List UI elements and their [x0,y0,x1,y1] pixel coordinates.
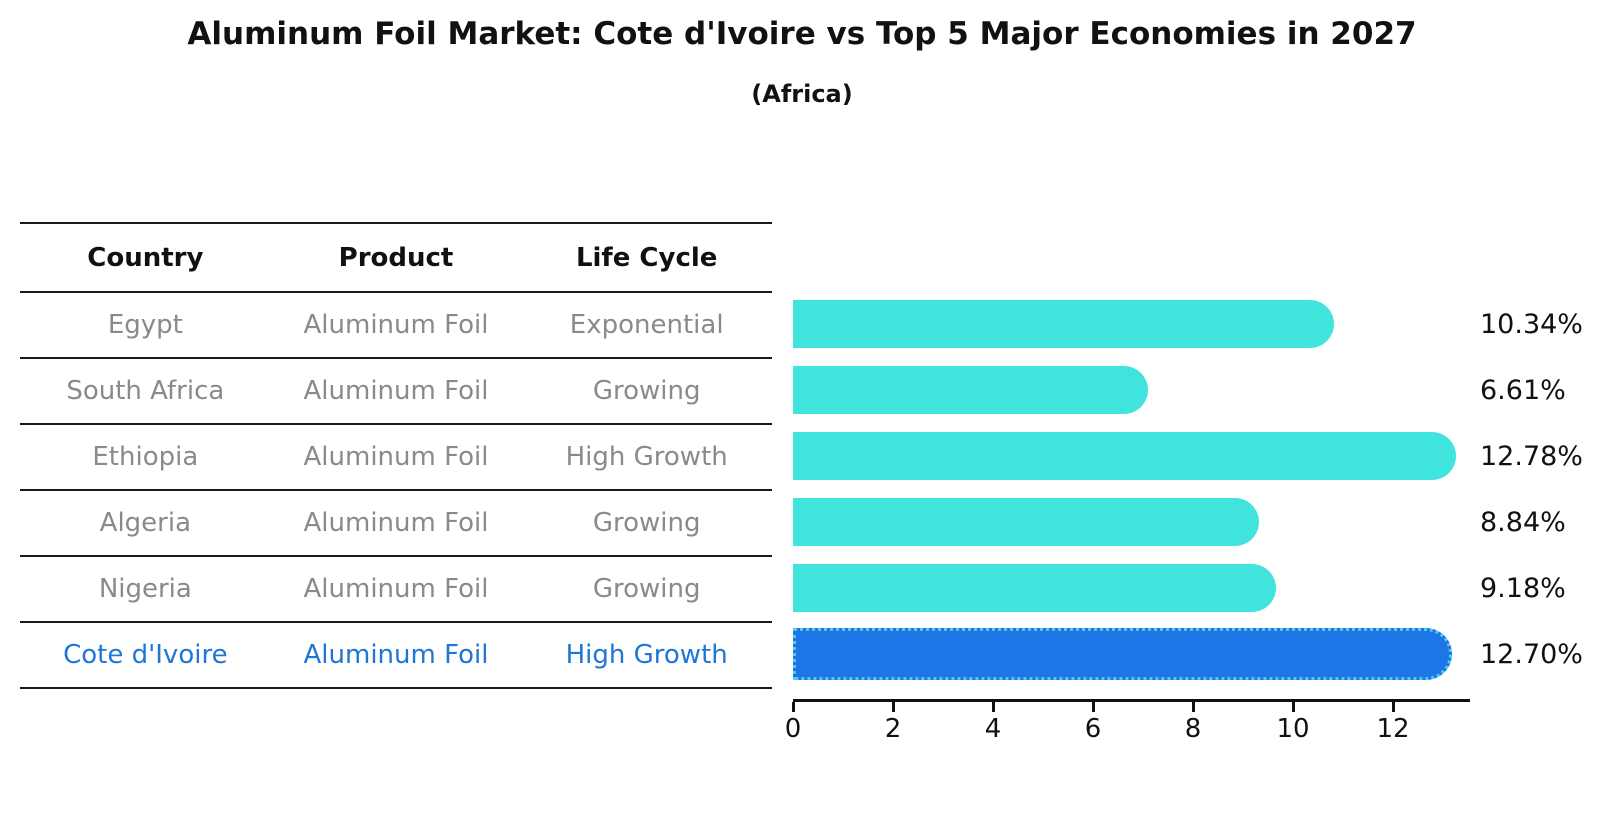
table-row: Cote d'Ivoire Aluminum Foil High Growth [20,623,772,689]
table-cell-country: Algeria [99,508,192,538]
bar-value-label: 12.70% [1480,638,1583,670]
x-tick-label: 10 [1276,714,1310,744]
bar-value-label: 10.34% [1480,308,1583,340]
bar-algeria [793,498,1259,546]
bar-value-label: 8.84% [1480,506,1566,538]
bar-cote-d-ivoire [793,628,1452,680]
bar-slot [793,291,1493,357]
x-tick-mark [1292,702,1295,712]
bar-value-labels: 10.34% 6.61% 12.78% 8.84% 9.18% 12.70% [1480,291,1583,687]
table-cell-country: South Africa [66,376,225,406]
x-tick-mark [1392,702,1395,712]
x-tick-label: 12 [1376,714,1410,744]
x-tick-mark [892,702,895,712]
table-header-life-cycle: Life Cycle [575,242,718,273]
bar-value-label: 9.18% [1480,572,1566,604]
country-table: Country Product Life Cycle Egypt Aluminum… [20,222,772,689]
chart-title: Aluminum Foil Market: Cote d'Ivoire vs T… [187,16,1417,52]
x-tick-label: 8 [1184,714,1202,744]
bar-slot [793,489,1493,555]
table-row: Algeria Aluminum Foil Growing [20,491,772,557]
x-tick-label: 0 [784,714,802,744]
table-cell-life-cycle: Growing [592,376,701,406]
table-cell-product: Aluminum Foil [303,376,489,406]
x-tick-label: 4 [984,714,1002,744]
table-cell-life-cycle: High Growth [565,640,728,670]
table-cell-country: Nigeria [98,574,192,604]
x-axis-line [793,699,1470,702]
x-tick-mark [1192,702,1195,712]
x-tick-mark [1092,702,1095,712]
bar-slot [793,423,1493,489]
bar-slot [793,357,1493,423]
table-row: Egypt Aluminum Foil Exponential [20,293,772,359]
table-cell-product: Aluminum Foil [303,640,489,670]
bar-south-africa [793,366,1148,414]
table-cell-country: Ethiopia [92,442,199,472]
x-tick-label: 6 [1084,714,1102,744]
table-cell-product: Aluminum Foil [303,442,489,472]
table-cell-product: Aluminum Foil [303,310,489,340]
table-cell-life-cycle: Exponential [569,310,724,340]
table-row: Ethiopia Aluminum Foil High Growth [20,425,772,491]
bar-egypt [793,300,1334,348]
bar-value-label: 12.78% [1480,440,1583,472]
table-header-row: Country Product Life Cycle [20,224,772,293]
bar-ethiopia [793,432,1456,480]
table-cell-product: Aluminum Foil [303,574,489,604]
table-row: Nigeria Aluminum Foil Growing [20,557,772,623]
table-rows: Egypt Aluminum Foil Exponential South Afric… [20,293,772,689]
table-cell-country: Egypt [107,310,183,340]
x-tick-mark [792,702,795,712]
bar-chart [793,291,1493,687]
table-row: South Africa Aluminum Foil Growing [20,359,772,425]
table-header-country: Country [87,242,204,273]
bar-value-label: 6.61% [1480,374,1566,406]
bar-slot [793,621,1493,687]
table-cell-country: Cote d'Ivoire [63,640,228,670]
x-tick-label: 2 [884,714,902,744]
bar-nigeria [793,564,1276,612]
table-cell-life-cycle: Growing [592,508,701,538]
table-cell-product: Aluminum Foil [303,508,489,538]
chart-subtitle: (Africa) [751,80,853,108]
bar-slot [793,555,1493,621]
table-header-product: Product [338,242,454,273]
x-tick-mark [992,702,995,712]
table-cell-life-cycle: Growing [592,574,701,604]
table-cell-life-cycle: High Growth [565,442,728,472]
